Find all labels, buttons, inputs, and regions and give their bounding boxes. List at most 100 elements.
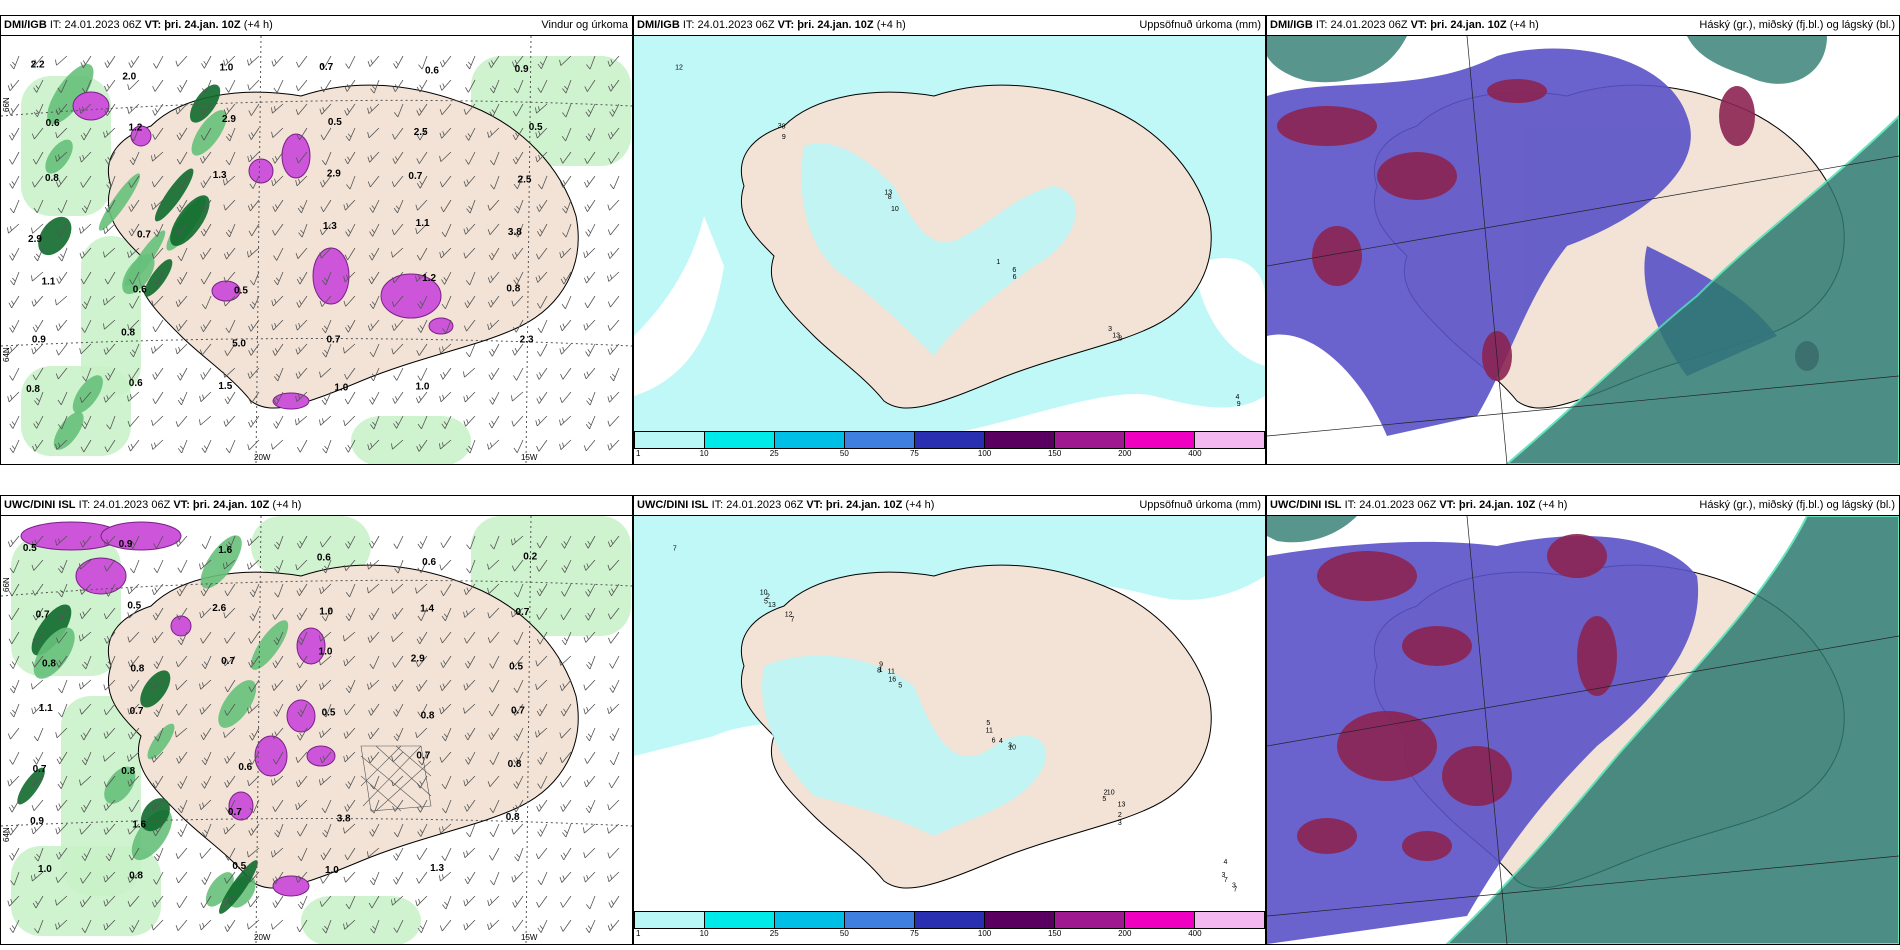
initial-time: IT: 24.01.2023 06Z (682, 19, 775, 31)
panel-header: DMI/IGB IT: 24.01.2023 06Z VT: þri. 24.j… (1267, 16, 1899, 36)
precip-amount-label: 2.9 (28, 234, 42, 245)
accum-amount-label: 5 (1102, 796, 1106, 803)
precip-amount-label: 0.5 (509, 662, 523, 673)
precip-amount-label: 0.8 (129, 870, 143, 881)
accum-amount-label: 9 (1237, 401, 1241, 408)
precip-amount-label: 1.6 (132, 819, 146, 830)
precip-amount-label: 0.6 (46, 118, 60, 129)
valid-time: VT: þri. 24.jan. 10Z (777, 19, 874, 31)
lead-time: (+4 h) (905, 499, 935, 511)
accum-amount-label: 7 (1233, 886, 1237, 893)
legend-tick-label: 75 (909, 449, 919, 458)
legend-tick-label: 400 (1188, 929, 1202, 938)
legend-tick-label: 75 (909, 929, 919, 938)
precip-amount-label: 0.8 (506, 283, 520, 294)
precip-amount-label: 0.5 (23, 543, 37, 554)
precip-legend: 1 10 25 50 75 100 150 200 400 (634, 911, 1265, 941)
axis-label-66n: 66N (2, 577, 11, 592)
precip-amount-label: 1.1 (39, 703, 53, 714)
precip-amount-label: 0.7 (511, 706, 525, 717)
axis-label-66n: 66N (2, 97, 11, 112)
valid-time: VT: þri. 24.jan. 10Z (806, 499, 903, 511)
lead-time: (+4 h) (1509, 19, 1539, 31)
precip-amount-label: 0.5 (328, 117, 342, 128)
precip-amount-label: 0.8 (121, 766, 135, 777)
precip-amount-label: 0.7 (515, 607, 529, 618)
hatched-area (360, 745, 432, 812)
accum-amount-label: 11 (986, 727, 993, 734)
low-cloud-field (1277, 79, 1819, 381)
precip-amount-label: 1.0 (325, 865, 339, 876)
precip-amount-label: 1.1 (416, 218, 430, 229)
precip-amount-label: 2.3 (520, 334, 534, 345)
panel-header: DMI/IGB IT: 24.01.2023 06Z VT: þri. 24.j… (634, 16, 1265, 36)
legend-swatch (1055, 912, 1125, 928)
precip-amount-label: 0.9 (119, 539, 133, 550)
precip-amount-label: 0.5 (529, 122, 543, 133)
legend-swatch (635, 912, 705, 928)
accum-amount-label: 10 (1107, 790, 1115, 797)
lead-time: (+4 h) (1538, 499, 1568, 511)
panel-clouds-uwc: UWC/DINI ISL IT: 24.01.2023 06Z VT: þri.… (1266, 495, 1900, 945)
precip-amount-label: 1.2 (422, 273, 436, 284)
accum-amount-label: 4 (1235, 394, 1239, 401)
accum-amount-label: 3 (1232, 883, 1236, 890)
accum-amount-label: 7 (1224, 877, 1228, 884)
legend-tick-label: 25 (769, 449, 779, 458)
lead-time: (+4 h) (272, 499, 302, 511)
precip-amount-label: 0.7 (326, 335, 340, 346)
precip-amount-label: 0.7 (33, 764, 47, 775)
precip-amount-label: 0.2 (523, 552, 537, 563)
accum-amount-label: 9 (879, 662, 883, 669)
precip-amount-label: 0.5 (232, 861, 246, 872)
low-cloud-field (1297, 534, 1617, 861)
accum-amount-label: 4 (999, 738, 1003, 745)
legend-swatch (1125, 912, 1195, 928)
iceland-land (740, 564, 1212, 889)
high-cloud-field (1267, 36, 1899, 464)
accum-amount-label: 8 (782, 123, 786, 130)
precip-amount-label: 0.6 (425, 65, 439, 76)
legend-tick-label: 200 (1118, 929, 1132, 938)
panel-wind-precip-dmi: DMI/IGB IT: 24.01.2023 06Z VT: þri. 24.j… (0, 15, 633, 465)
precip-amount-label: 5.0 (232, 338, 246, 349)
legend-swatch (635, 432, 705, 448)
model-name: UWC/DINI ISL (1270, 499, 1342, 511)
precip-amount-label: 0.7 (228, 807, 242, 818)
model-name: DMI/IGB (637, 19, 680, 31)
precip-amount-label: 2.0 (122, 71, 136, 82)
precip-amount-label: 0.6 (238, 762, 252, 773)
precip-amount-label: 0.6 (317, 553, 331, 564)
precip-amount-label: 0.6 (422, 557, 436, 568)
accum-amount-label: 3 (1108, 326, 1112, 333)
precip-amount-label: 1.0 (219, 63, 233, 74)
legend-color-bar (634, 911, 1265, 929)
legend-swatch (1195, 912, 1264, 928)
legend-tick-label: 50 (839, 449, 849, 458)
accum-amount-label: 1 (879, 667, 883, 674)
legend-tick-label: 100 (977, 929, 992, 938)
accum-amount-label: 2 (766, 594, 770, 601)
precip-amount-label: 0.6 (129, 378, 143, 389)
valid-time: VT: þri. 24.jan. 10Z (1410, 19, 1507, 31)
cloud-cover-map (1267, 516, 1899, 944)
panel-wind-precip-uwc: UWC/DINI ISL IT: 24.01.2023 06Z VT: þri.… (0, 495, 633, 945)
accum-amount-label: 6 (992, 737, 996, 744)
legend-tick-label: 400 (1188, 449, 1202, 458)
precip-amount-label: 0.7 (416, 751, 430, 762)
precip-amount-label: 0.5 (234, 285, 248, 296)
legend-swatch (985, 432, 1055, 448)
precip-amount-label: 2.5 (414, 127, 428, 138)
legend-tick-label: 25 (769, 929, 779, 938)
accum-amount-label: 3 (1221, 872, 1225, 879)
cloud-cover-map (1267, 36, 1899, 464)
accum-amount-label: 6 (1012, 267, 1016, 274)
accum-amount-label: 5 (764, 598, 768, 605)
precip-amount-label: 0.9 (32, 335, 46, 346)
precip-amount-label: 0.8 (42, 658, 56, 669)
legend-tick-label: 10 (699, 449, 709, 458)
precip-amount-label: 2.9 (411, 653, 425, 664)
accum-amount-label: 7 (673, 546, 677, 553)
field-title: Vindur og úrkoma (541, 19, 628, 31)
accum-amount-label: 4 (1223, 859, 1227, 866)
